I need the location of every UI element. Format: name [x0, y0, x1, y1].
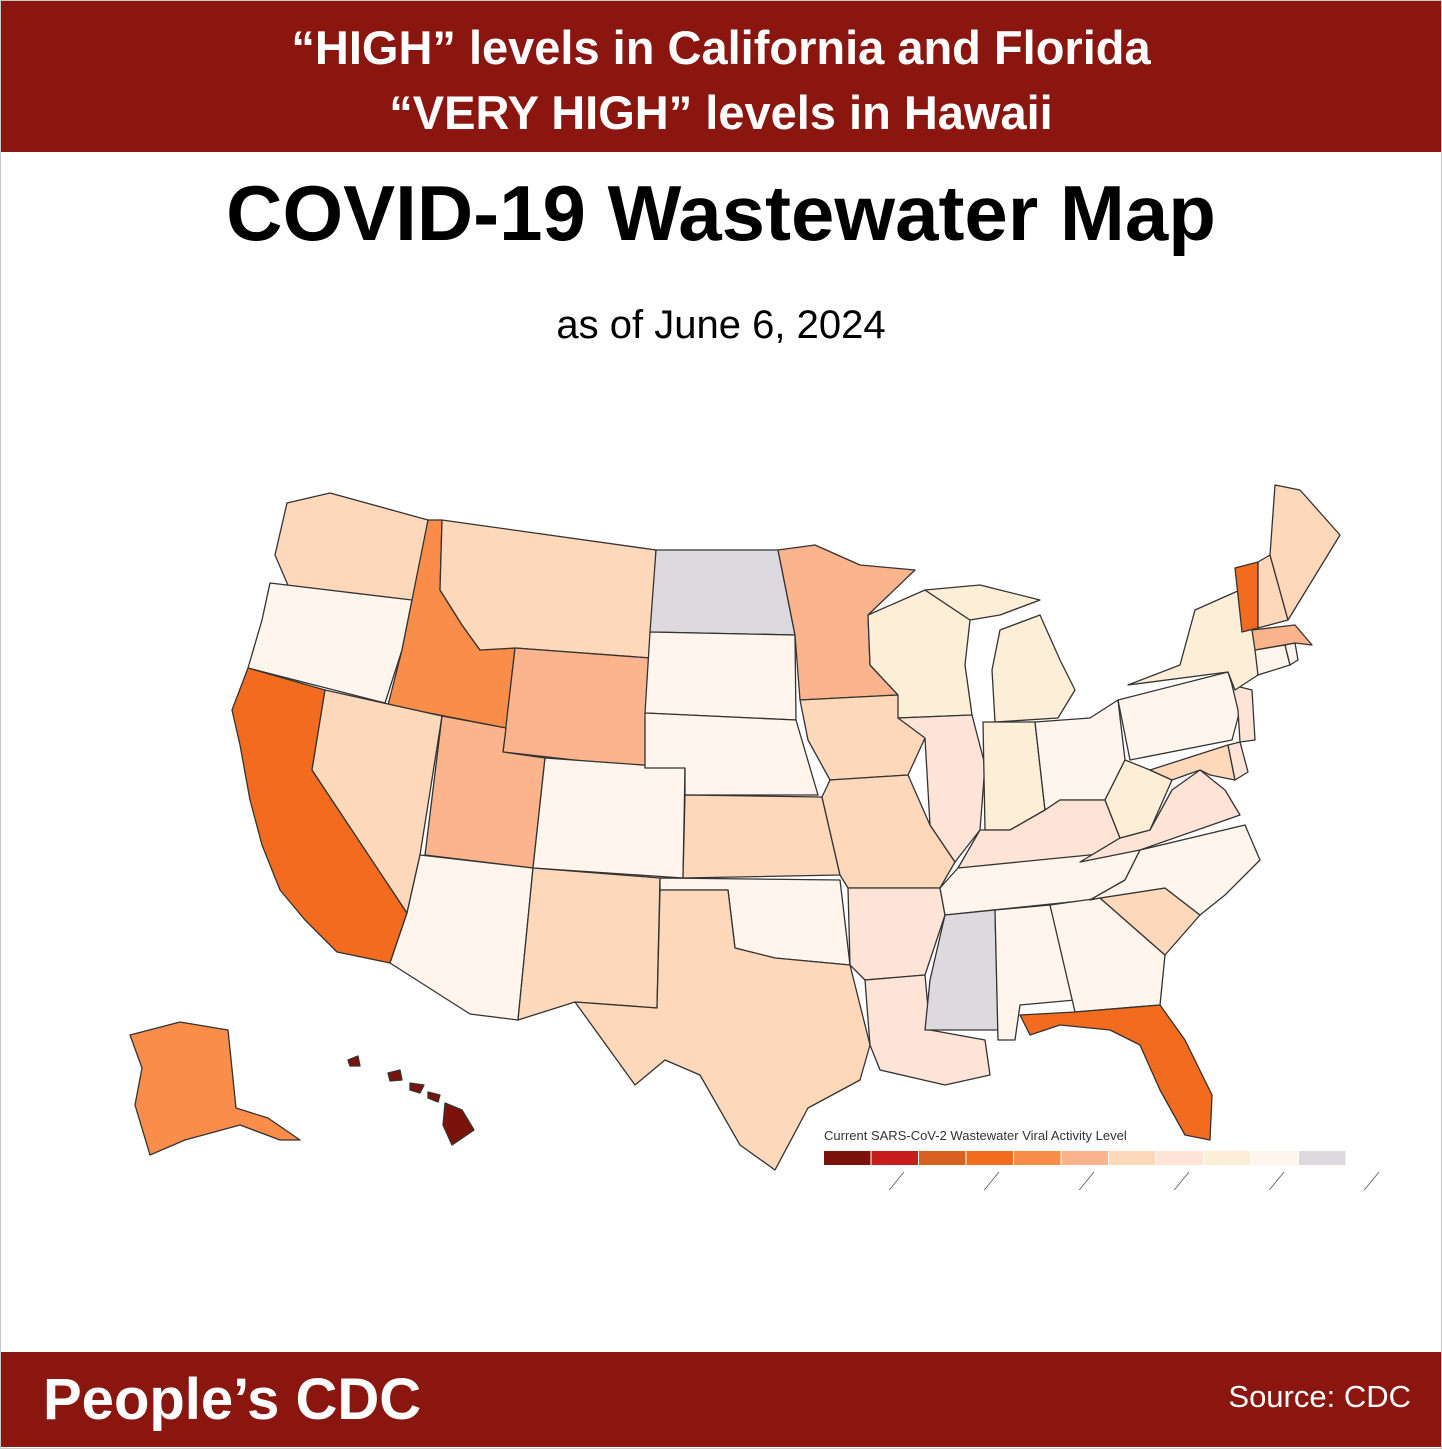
legend-swatch — [1251, 1151, 1298, 1165]
state-colorado — [532, 757, 686, 879]
page-title: COVID-19 Wastewater Map — [226, 169, 1216, 257]
state-indiana — [982, 721, 1046, 831]
state-hawaii-oahu — [387, 1069, 403, 1082]
state-michigan — [991, 614, 1076, 723]
headline-line-1: “HIGH” levels in California and Florida — [291, 21, 1151, 74]
state-arkansas — [847, 887, 946, 981]
state-new-mexico — [517, 867, 661, 1021]
state-virginia — [1079, 769, 1241, 863]
legend-divider — [888, 1171, 905, 1190]
state-wyoming — [502, 647, 651, 769]
legend-swatch — [1109, 1151, 1156, 1165]
state-kansas — [682, 794, 841, 879]
legend-swatch — [871, 1151, 918, 1165]
legend-swatch — [1204, 1151, 1251, 1165]
legend-title: Current SARS-CoV-2 Wastewater Viral Acti… — [824, 1128, 1127, 1143]
state-hawaii-molokai — [427, 1091, 441, 1103]
state-hawaii-kauai — [347, 1055, 361, 1067]
date-subtitle: as of June 6, 2024 — [556, 303, 886, 347]
state-new-jersey — [1231, 684, 1256, 743]
legend-swatch — [1299, 1151, 1346, 1165]
legend-divider — [1268, 1171, 1285, 1190]
legend-divider — [983, 1171, 1000, 1190]
state-texas — [574, 889, 871, 1171]
legend-swatch — [1014, 1151, 1061, 1165]
state-delaware — [1227, 741, 1249, 781]
legend: Current SARS-CoV-2 Wastewater Viral Acti… — [824, 1128, 1380, 1190]
legend-divider — [1173, 1171, 1190, 1190]
state-washington — [274, 492, 429, 603]
legend-divider — [1078, 1171, 1095, 1190]
legend-swatch — [966, 1151, 1013, 1165]
state-north-dakota — [649, 549, 796, 636]
legend-swatches — [824, 1151, 1346, 1165]
state-massachusetts — [1251, 624, 1313, 651]
us-wastewater-map: Current SARS-CoV-2 Wastewater Viral Acti… — [129, 484, 1380, 1190]
legend-dividers — [888, 1171, 1380, 1190]
state-michigan-upper — [924, 584, 1041, 621]
footer-banner: People’s CDC Source: CDC — [1, 1352, 1441, 1447]
headline-line-2: “VERY HIGH” levels in Hawaii — [389, 86, 1053, 139]
legend-swatch — [919, 1151, 966, 1165]
state-maine — [1269, 484, 1341, 621]
state-pennsylvania — [1117, 671, 1241, 761]
state-alaska — [129, 1021, 301, 1156]
state-florida — [1019, 1004, 1213, 1141]
state-illinois — [897, 714, 986, 863]
state-montana — [439, 519, 657, 659]
state-hawaii-maui — [409, 1082, 425, 1094]
legend-swatch — [1156, 1151, 1203, 1165]
state-south-dakota — [644, 631, 797, 721]
state-mississippi — [924, 909, 999, 1031]
legend-swatch — [1061, 1151, 1108, 1165]
state-hawaii-big-island — [442, 1102, 475, 1146]
brand-logo: People’s CDC — [43, 1367, 422, 1432]
source-credit: Source: CDC — [1228, 1379, 1411, 1414]
legend-swatch — [824, 1151, 871, 1165]
state-north-carolina — [1089, 824, 1261, 916]
legend-divider — [1363, 1171, 1380, 1190]
headline-banner: “HIGH” levels in California and Florida … — [1, 1, 1441, 152]
